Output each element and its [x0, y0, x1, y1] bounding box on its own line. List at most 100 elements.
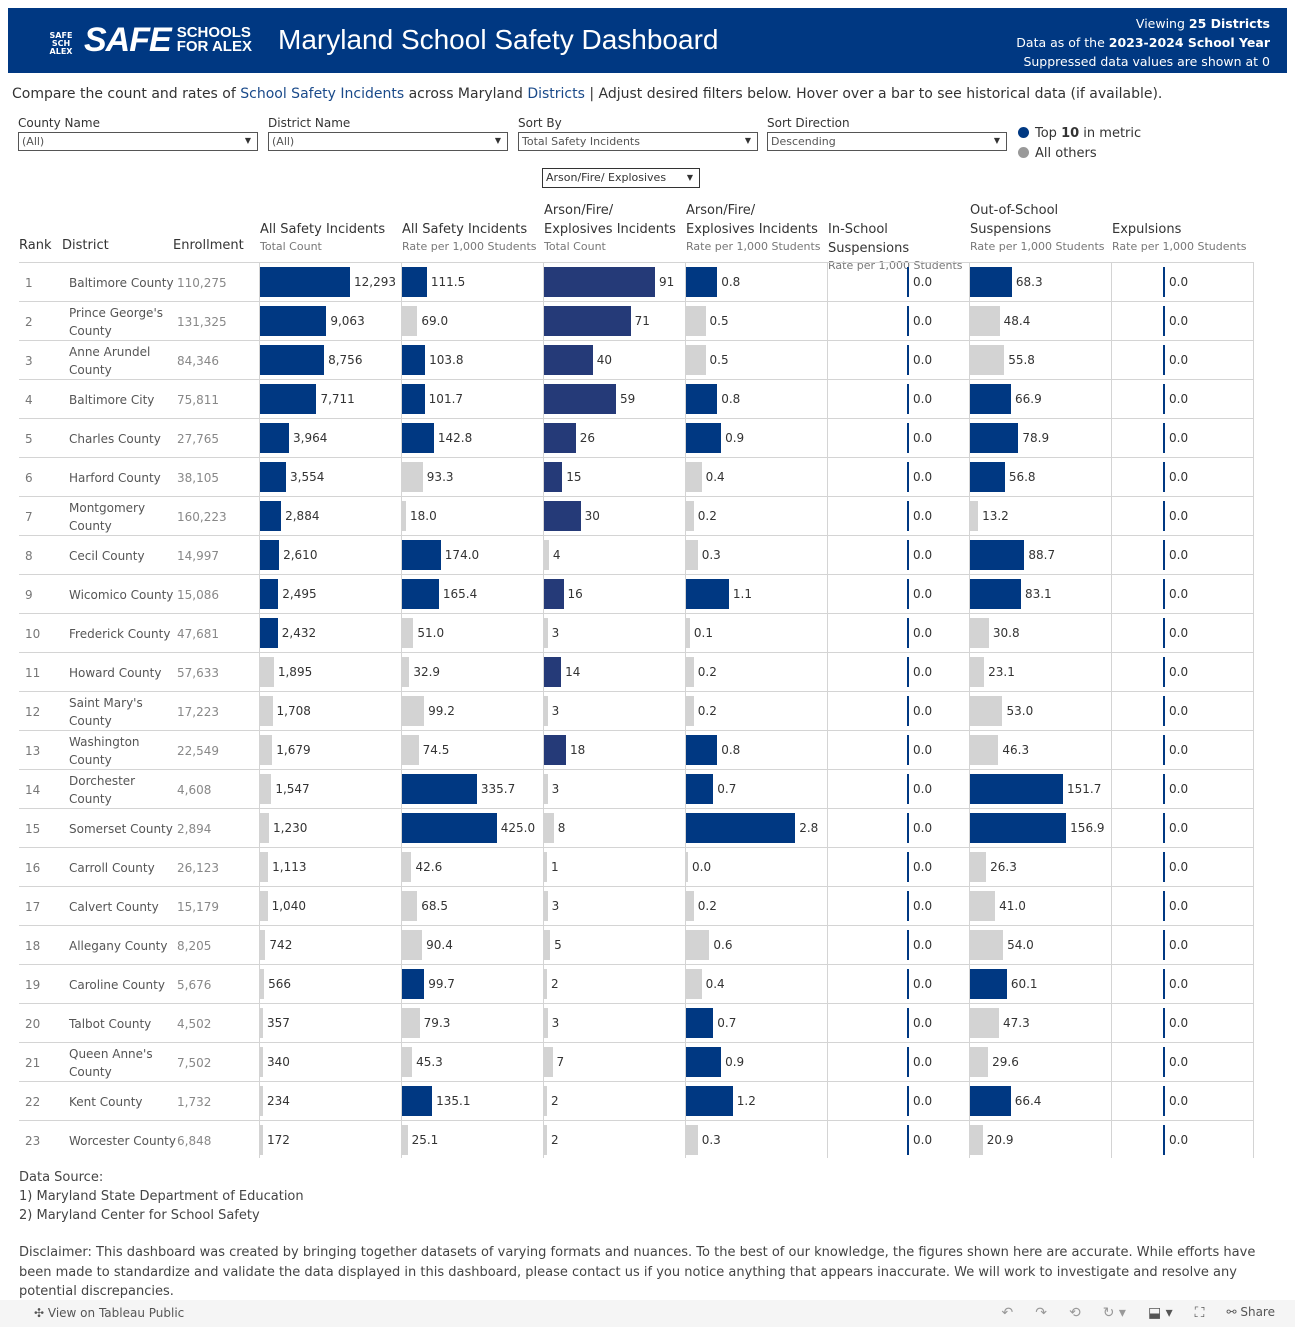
zero-bar[interactable] — [1163, 462, 1165, 492]
metric-bar[interactable] — [260, 1086, 263, 1116]
zero-bar[interactable] — [907, 345, 909, 375]
metric-bar[interactable] — [544, 423, 576, 453]
district-filter[interactable]: District Name (All) — [268, 116, 508, 151]
metric-bar[interactable] — [402, 969, 425, 999]
metric-bar[interactable] — [686, 423, 722, 453]
metric-bar[interactable] — [260, 1125, 263, 1155]
zero-bar[interactable] — [907, 657, 909, 687]
metric-bar[interactable] — [544, 1125, 547, 1155]
metric-bar[interactable] — [402, 540, 441, 570]
metric-bar[interactable] — [970, 969, 1007, 999]
metric-bar[interactable] — [402, 501, 406, 531]
table-row[interactable]: 6 Harford County 38,105 3,554 93.3 15 0.4 0.0 56… — [19, 457, 1254, 496]
metric-bar[interactable] — [686, 306, 706, 336]
metric-bar[interactable] — [402, 930, 423, 960]
zero-bar[interactable] — [1163, 540, 1165, 570]
zero-bar[interactable] — [907, 462, 909, 492]
metric-bar[interactable] — [970, 306, 1000, 336]
metric-bar[interactable] — [402, 774, 477, 804]
metric-bar[interactable] — [970, 930, 1004, 960]
metric-bar[interactable] — [402, 618, 414, 648]
zero-bar[interactable] — [1163, 423, 1165, 453]
district-select[interactable]: (All) — [268, 132, 508, 151]
table-row[interactable]: 5 Charles County 27,765 3,964 142.8 26 0.9 0.0 7… — [19, 418, 1254, 457]
metric-bar[interactable] — [544, 267, 656, 297]
metric-bar[interactable] — [544, 930, 551, 960]
metric-bar[interactable] — [260, 540, 280, 570]
metric-bar[interactable] — [544, 852, 547, 882]
metric-bar[interactable] — [970, 891, 996, 921]
metric-bar[interactable] — [260, 267, 350, 297]
metric-bar[interactable] — [686, 501, 694, 531]
metric-bar[interactable] — [686, 1125, 698, 1155]
zero-bar[interactable] — [1163, 696, 1165, 726]
metric-bar[interactable] — [260, 969, 265, 999]
metric-bar[interactable] — [686, 774, 714, 804]
metric-bar[interactable] — [402, 462, 423, 492]
zero-bar[interactable] — [1163, 852, 1165, 882]
metric-bar[interactable] — [260, 774, 272, 804]
share-button[interactable]: ⚯ Share — [1226, 1305, 1275, 1319]
metric-bar[interactable] — [260, 423, 290, 453]
zero-bar[interactable] — [1163, 501, 1165, 531]
metric-bar[interactable] — [402, 1086, 433, 1116]
metric-bar[interactable] — [402, 423, 434, 453]
zero-bar[interactable] — [1163, 267, 1165, 297]
metric-bar[interactable] — [970, 384, 1011, 414]
county-filter[interactable]: County Name (All) — [18, 116, 258, 151]
metric-bar[interactable] — [970, 579, 1021, 609]
zero-bar[interactable] — [907, 852, 909, 882]
sort-direction-filter[interactable]: Sort Direction Descending — [767, 116, 1007, 151]
metric-bar[interactable] — [970, 462, 1005, 492]
metric-bar[interactable] — [260, 696, 273, 726]
zero-bar[interactable] — [907, 618, 909, 648]
metric-bar[interactable] — [686, 579, 729, 609]
metric-bar[interactable] — [544, 891, 548, 921]
metric-bar[interactable] — [544, 384, 616, 414]
table-row[interactable]: 8 Cecil County 14,997 2,610 174.0 4 0.3 0.0 88.7… — [19, 535, 1254, 574]
metric-bar[interactable] — [260, 618, 278, 648]
zero-bar[interactable] — [907, 735, 909, 765]
metric-bar[interactable] — [402, 1008, 420, 1038]
metric-select[interactable]: Arson/Fire/ Explosives — [542, 168, 700, 188]
metric-bar[interactable] — [544, 345, 593, 375]
zero-bar[interactable] — [907, 813, 909, 843]
table-row[interactable]: 22 Kent County 1,732 234 135.1 2 1.2 0.0 66.4 0.0 — [19, 1081, 1254, 1120]
zero-bar[interactable] — [1163, 1008, 1165, 1038]
metric-bar[interactable] — [686, 696, 694, 726]
metric-bar[interactable] — [260, 735, 273, 765]
metric-bar[interactable] — [686, 657, 694, 687]
metric-bar[interactable] — [970, 267, 1012, 297]
zero-bar[interactable] — [907, 891, 909, 921]
zero-bar[interactable] — [1163, 345, 1165, 375]
metric-bar[interactable] — [970, 696, 1003, 726]
metric-bar[interactable] — [970, 1086, 1011, 1116]
table-row[interactable]: 20 Talbot County 4,502 357 79.3 3 0.7 0.0 47.3 0.… — [19, 1003, 1254, 1042]
fullscreen-icon[interactable]: ⛶ — [1194, 1305, 1205, 1321]
zero-bar[interactable] — [907, 1086, 909, 1116]
metric-bar[interactable] — [970, 1008, 999, 1038]
metric-bar[interactable] — [686, 1047, 722, 1077]
metric-bar[interactable] — [402, 813, 497, 843]
metric-bar[interactable] — [402, 735, 419, 765]
metric-bar[interactable] — [544, 735, 566, 765]
table-row[interactable]: 16 Carroll County 26,123 1,113 42.6 1 0.0 0.0 26… — [19, 847, 1254, 886]
sort-by-select[interactable]: Total Safety Incidents — [518, 132, 758, 151]
county-select[interactable]: (All) — [18, 132, 258, 151]
table-row[interactable]: 11 Howard County 57,633 1,895 32.9 14 0.2 0.0 23… — [19, 652, 1254, 691]
zero-bar[interactable] — [1163, 657, 1165, 687]
table-row[interactable]: 19 Caroline County 5,676 566 99.7 2 0.4 0.0 60.1… — [19, 964, 1254, 1003]
metric-bar[interactable] — [544, 579, 564, 609]
metric-bar[interactable] — [970, 618, 989, 648]
zero-bar[interactable] — [907, 267, 909, 297]
metric-bar[interactable] — [260, 306, 327, 336]
metric-bar[interactable] — [686, 969, 702, 999]
zero-bar[interactable] — [907, 579, 909, 609]
sort-direction-select[interactable]: Descending — [767, 132, 1007, 151]
metric-bar[interactable] — [970, 852, 987, 882]
zero-bar[interactable] — [1163, 306, 1165, 336]
metric-bar[interactable] — [260, 657, 274, 687]
zero-bar[interactable] — [1163, 1125, 1165, 1155]
metric-bar[interactable] — [260, 930, 266, 960]
metric-bar[interactable] — [686, 618, 690, 648]
